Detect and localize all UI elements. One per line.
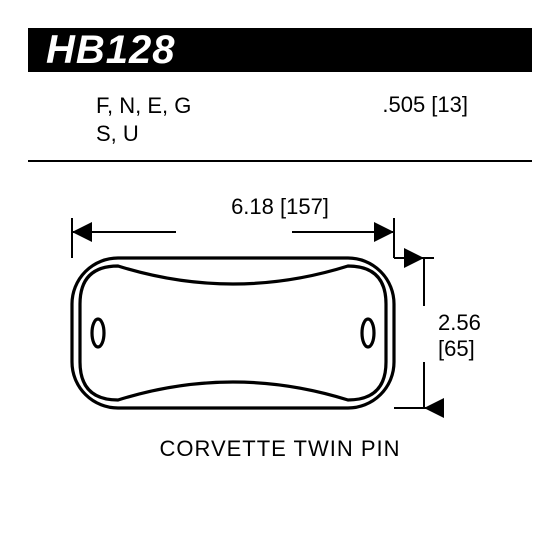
product-name: CORVETTE TWIN PIN xyxy=(0,436,560,462)
technical-drawing xyxy=(0,0,560,560)
